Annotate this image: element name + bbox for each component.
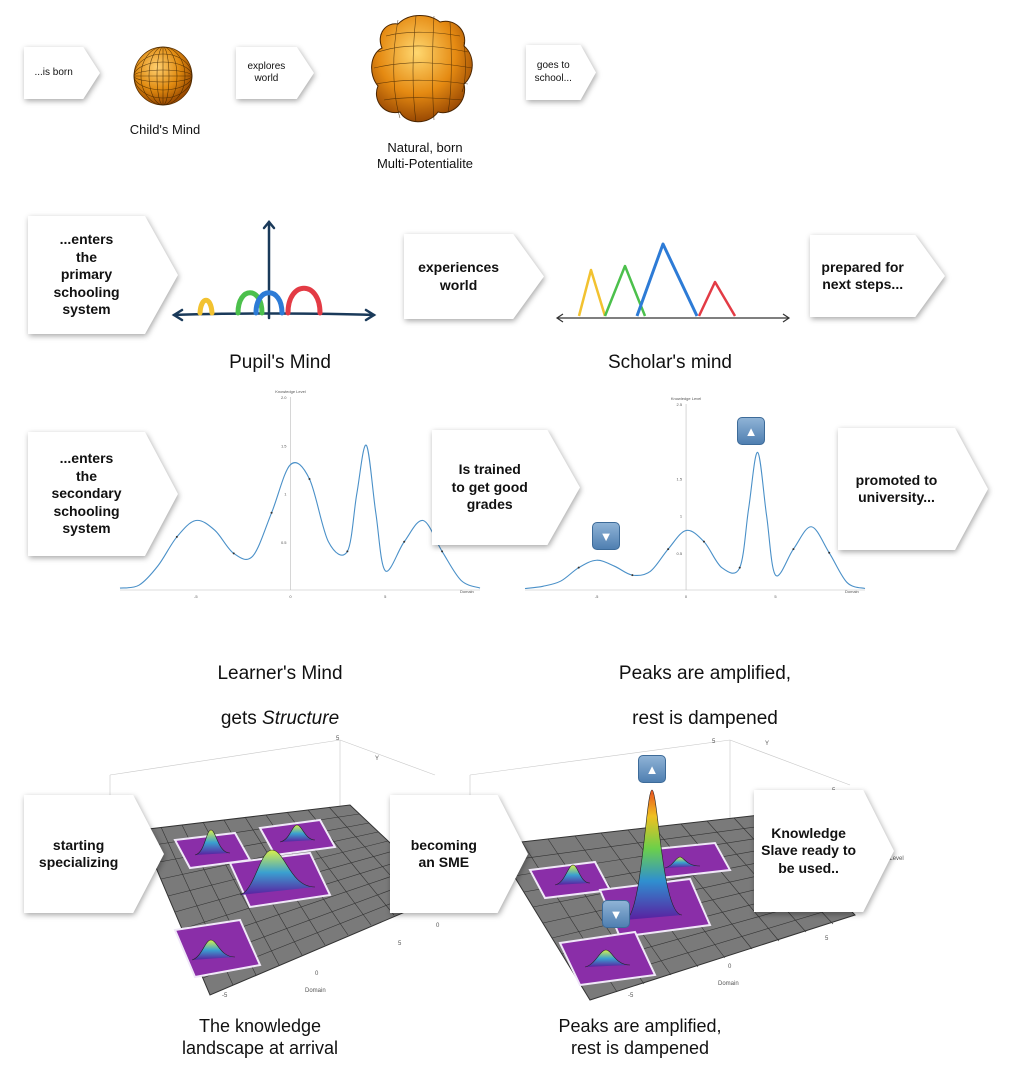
caption-peaks-amplified-2: Peaks are amplified, rest is dampened (558, 1016, 722, 1058)
y-tick-label: 0.5 (676, 551, 682, 556)
x-tick-label: -5 (194, 594, 198, 599)
arrow-enters-secondary: ...enters the secondary schooling system (28, 432, 178, 556)
arrow-prepared-next-steps: prepared for next steps... (810, 235, 945, 317)
data-point (175, 535, 178, 538)
data-point (232, 552, 235, 555)
arrow-knowledge-slave: Knowledge Slave ready to be used.. (754, 790, 894, 912)
up-arrow-icon: ▲ (744, 423, 758, 439)
axis-domain-label: Domain (718, 981, 739, 987)
axis-y-label: Y (765, 741, 769, 747)
data-point (702, 540, 705, 543)
arrow-experiences-world: experiences world (404, 234, 544, 319)
caption-landscape-arrival: The knowledge landscape at arrival (181, 1016, 339, 1058)
arrow-promoted-university: promoted to university... (838, 428, 988, 550)
axis-tick-left: -5 (628, 993, 634, 999)
y-tick-label: 2.5 (676, 402, 682, 407)
down-arrow-icon: ▼ (609, 906, 623, 922)
dampen-down-badge: ▼ (592, 522, 620, 550)
y-tick-label: 2.0 (281, 395, 287, 400)
data-point (738, 566, 741, 569)
down-arrow-icon: ▼ (599, 528, 613, 544)
arrow-goes-to-school: goes to school... (526, 45, 596, 100)
data-point (577, 566, 580, 569)
x-tick-label: -5 (595, 594, 599, 599)
data-point (308, 478, 311, 481)
axis-tick-top: 5 (712, 739, 716, 745)
amplify-up-badge: ▲ (737, 417, 765, 445)
y-tick-label: 0.5 (281, 540, 287, 545)
caption-learner-line2: gets Structure (220, 708, 340, 730)
y-axis-label: Knowledge Level (671, 396, 702, 401)
arrow-trained-good-grades: Is trained to get good grades (432, 430, 580, 545)
x-tick-label: 0 (685, 594, 688, 599)
series-line (524, 451, 866, 590)
x-tick-label: 5 (384, 594, 387, 599)
up-arrow-icon: ▲ (645, 761, 659, 777)
data-point (270, 511, 273, 514)
y-tick-label: 1.5 (281, 443, 287, 448)
y-tick-label: 1.5 (676, 476, 682, 481)
caption-pupil-mind: Pupil's Mind (229, 352, 331, 373)
arrow-explores-world: explores world (236, 47, 314, 99)
axis-tick-right2: 5 (825, 936, 829, 942)
x-axis-label: Domain (460, 589, 474, 594)
data-point (792, 548, 795, 551)
y-tick-label: 1 (284, 492, 287, 497)
child-mind-sphere (133, 46, 193, 106)
caption-learner-mind: Learner's Mind gets Structure (170, 640, 390, 754)
multipotentialite-blob (371, 15, 473, 123)
axis-y-label: Y (375, 756, 379, 762)
data-point (346, 550, 349, 553)
dampen-down-badge-3d: ▼ (602, 900, 630, 928)
axis-tick-right2: 5 (398, 941, 402, 947)
data-point (828, 551, 831, 554)
caption-peaks-amplified-1: Peaks are amplified, rest is dampened (585, 640, 825, 754)
axis-domain-label: Domain (305, 988, 326, 994)
arrow-is-born: ...is born (24, 47, 100, 99)
learner-mind-chart: Knowledge Level Domain 0.5 1 1.5 2.0 -5 0 5 (119, 389, 481, 599)
y-axis-label: Knowledge Level (275, 389, 306, 394)
caption-peaks-line2: rest is dampened (632, 708, 778, 730)
data-point (667, 548, 670, 551)
data-point (631, 574, 634, 577)
axis-tick-top: 5 (336, 736, 340, 742)
arrow-becoming-sme: becoming an SME (390, 795, 528, 913)
y-tick-label: 1 (680, 514, 683, 519)
caption-scholar-mind: Scholar's mind (607, 352, 732, 373)
axis-tick-bottom: 0 (315, 971, 319, 977)
amplified-peaks-chart: Knowledge Level Domain 0.5 1 1.5 2.5 -5 0 5 (524, 396, 866, 599)
caption-multipotentialite: Natural, born Multi-Potentialite (376, 140, 474, 171)
amplify-up-badge-3d: ▲ (638, 755, 666, 783)
caption-child-mind: Child's Mind (129, 122, 201, 137)
arrow-enters-primary: ...enters the primary schooling system (28, 216, 178, 334)
axis-tick-bottom: 0 (728, 964, 732, 970)
x-tick-label: 0 (289, 594, 292, 599)
axis-tick-left: -5 (222, 993, 228, 999)
x-tick-label: 5 (774, 594, 777, 599)
arrow-starting-specializing: starting specializing (24, 795, 164, 913)
data-point (441, 550, 444, 553)
data-point (403, 540, 406, 543)
caption-learner-line1: Learner's Mind (217, 662, 343, 684)
scholar-mind-sketch (555, 242, 791, 323)
x-axis-label: Domain (845, 589, 859, 594)
series-line (119, 444, 481, 589)
pupil-mind-sketch (171, 220, 377, 322)
caption-peaks-line1: Peaks are amplified, (618, 662, 792, 684)
knowledge-landscape-3d: 5 Y 0 5 0 Domain -5 (109, 736, 446, 999)
axis-tick-right: 0 (436, 923, 440, 929)
